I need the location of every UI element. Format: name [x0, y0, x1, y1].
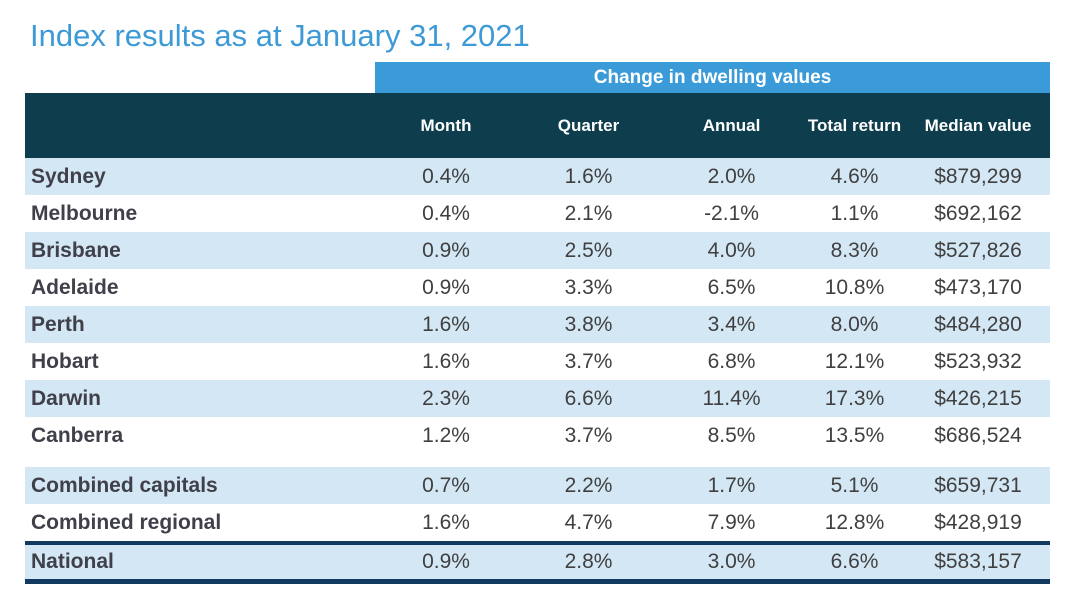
cell-region: Combined capitals — [31, 473, 218, 497]
cell-quarter: 3.7% — [564, 349, 613, 373]
column-header-region — [25, 93, 375, 158]
column-header-month: Month — [420, 115, 472, 135]
span-header-spacer — [25, 62, 375, 93]
table-row-hobart: Hobart 1.6% 3.7% 6.8% 12.1% $523,932 — [25, 343, 1050, 380]
cell-annual: 11.4% — [702, 386, 761, 410]
table-span-header-row: Change in dwelling values — [25, 62, 1050, 93]
cell-median-value: $692,162 — [934, 201, 1022, 225]
cell-median-value: $523,932 — [934, 349, 1022, 373]
cell-quarter: 6.6% — [564, 386, 613, 410]
column-header-annual: Annual — [702, 115, 761, 135]
table-row-perth: Perth 1.6% 3.8% 3.4% 8.0% $484,280 — [25, 306, 1050, 343]
cell-quarter: 2.8% — [564, 550, 613, 573]
cell-annual: 3.0% — [707, 550, 756, 573]
cell-region: Melbourne — [31, 201, 138, 225]
cell-month: 0.9% — [422, 275, 470, 299]
cell-quarter: 3.7% — [564, 423, 613, 447]
column-header-total-return: Total return — [807, 115, 902, 135]
cell-total-return: 6.6% — [830, 550, 879, 573]
cell-region: Canberra — [31, 423, 124, 447]
cell-region: Hobart — [31, 349, 99, 373]
cell-median-value: $583,157 — [934, 550, 1022, 573]
table-row-darwin: Darwin 2.3% 6.6% 11.4% 17.3% $426,215 — [25, 380, 1050, 417]
table-row-sydney: Sydney 0.4% 1.6% 2.0% 4.6% $879,299 — [25, 158, 1050, 195]
cell-month: 1.6% — [422, 349, 470, 373]
table-row-combined-regional: Combined regional 1.6% 4.7% 7.9% 12.8% $428,9… — [25, 504, 1050, 541]
cell-median-value: $484,280 — [934, 312, 1022, 336]
cell-total-return: 10.8% — [824, 275, 885, 299]
group-gap — [25, 454, 1050, 467]
cell-annual: 4.0% — [707, 238, 756, 262]
cell-median-value: $527,826 — [934, 238, 1022, 262]
cell-annual: 6.5% — [707, 275, 756, 299]
cell-total-return: 8.0% — [830, 312, 879, 336]
table-row-melbourne: Melbourne 0.4% 2.1% -2.1% 1.1% $692,162 — [25, 195, 1050, 232]
table-body: Sydney 0.4% 1.6% 2.0% 4.6% $879,299 Melbourne 0… — [25, 158, 1050, 584]
cell-annual: 1.7% — [707, 473, 756, 497]
cell-month: 1.6% — [422, 312, 470, 336]
cell-month: 0.4% — [422, 201, 470, 225]
cell-quarter: 2.2% — [564, 473, 613, 497]
cell-month: 0.9% — [422, 238, 470, 262]
cell-median-value: $659,731 — [934, 473, 1022, 497]
cell-annual: 2.0% — [707, 164, 756, 188]
cell-month: 1.2% — [422, 423, 470, 447]
cell-month: 0.4% — [422, 164, 470, 188]
cell-quarter: 2.1% — [564, 201, 613, 225]
cell-region: National — [31, 550, 114, 573]
cell-total-return: 13.5% — [824, 423, 885, 447]
cell-median-value: $426,215 — [934, 386, 1022, 410]
cell-total-return: 1.1% — [830, 201, 879, 225]
column-header-median-value: Median value — [924, 115, 1032, 135]
cell-region: Adelaide — [31, 275, 119, 299]
cell-quarter: 1.6% — [564, 164, 613, 188]
cell-quarter: 4.7% — [564, 510, 613, 534]
cell-region: Brisbane — [31, 238, 121, 262]
cell-region: Darwin — [31, 386, 102, 410]
cell-median-value: $428,919 — [934, 510, 1022, 534]
cell-quarter: 3.8% — [564, 312, 613, 336]
cell-month: 2.3% — [422, 386, 470, 410]
cell-region: Sydney — [31, 164, 106, 188]
cell-median-value: $473,170 — [934, 275, 1022, 299]
cell-annual: -2.1% — [704, 201, 759, 225]
table-row-adelaide: Adelaide 0.9% 3.3% 6.5% 10.8% $473,170 — [25, 269, 1050, 306]
table-row-national: National 0.9% 2.8% 3.0% 6.6% $583,157 — [25, 541, 1050, 584]
index-table: Change in dwelling values Month Quarter An… — [25, 62, 1050, 584]
cell-region: Perth — [31, 312, 85, 336]
cell-total-return: 12.1% — [824, 349, 885, 373]
cell-annual: 3.4% — [707, 312, 756, 336]
table-row-canberra: Canberra 1.2% 3.7% 8.5% 13.5% $686,524 — [25, 417, 1050, 454]
cell-month: 0.7% — [422, 473, 470, 497]
cell-annual: 8.5% — [707, 423, 756, 447]
span-header-change-in-dwelling-values: Change in dwelling values — [375, 62, 1050, 93]
table-row-brisbane: Brisbane 0.9% 2.5% 4.0% 8.3% $527,826 — [25, 232, 1050, 269]
cell-median-value: $879,299 — [934, 164, 1022, 188]
cell-quarter: 2.5% — [564, 238, 613, 262]
table-header-row: Month Quarter Annual Total return Median val… — [25, 93, 1050, 158]
cell-total-return: 12.8% — [824, 510, 885, 534]
cell-annual: 6.8% — [707, 349, 756, 373]
cell-annual: 7.9% — [707, 510, 756, 534]
cell-total-return: 5.1% — [830, 473, 879, 497]
cell-month: 1.6% — [422, 510, 470, 534]
table-row-combined-capitals: Combined capitals 0.7% 2.2% 1.7% 5.1% $659,73… — [25, 467, 1050, 504]
cell-median-value: $686,524 — [934, 423, 1022, 447]
cell-total-return: 4.6% — [830, 164, 879, 188]
cell-total-return: 17.3% — [824, 386, 885, 410]
cell-quarter: 3.3% — [564, 275, 613, 299]
cell-region: Combined regional — [31, 510, 222, 534]
cell-month: 0.9% — [422, 550, 470, 573]
column-header-quarter: Quarter — [557, 115, 620, 135]
cell-total-return: 8.3% — [830, 238, 879, 262]
page-title: Index results as at January 31, 2021 — [30, 18, 530, 53]
